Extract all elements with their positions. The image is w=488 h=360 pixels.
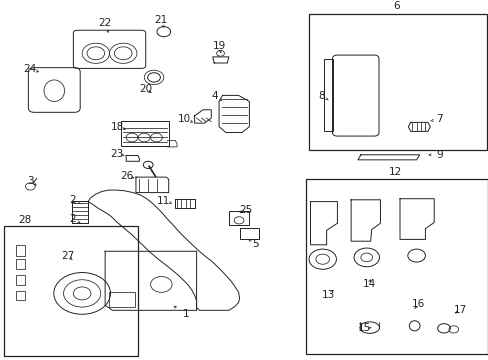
Bar (16, 259, 25, 269)
Text: 25: 25 (238, 204, 252, 215)
Bar (16, 275, 25, 285)
Bar (239, 228, 259, 239)
Text: 4: 4 (211, 91, 218, 102)
Bar (228, 211, 249, 225)
Bar (121, 121, 169, 146)
Text: 27: 27 (61, 251, 74, 261)
Text: 9: 9 (436, 150, 443, 160)
Text: 28: 28 (18, 215, 31, 225)
Bar (16, 291, 25, 300)
Text: 2: 2 (69, 214, 76, 224)
Text: 14: 14 (362, 279, 375, 289)
Bar (16, 245, 25, 256)
Text: 12: 12 (387, 167, 401, 177)
Text: 8: 8 (318, 91, 325, 102)
Bar (305, 179, 487, 354)
Bar (308, 14, 486, 150)
Text: 7: 7 (435, 114, 442, 124)
Text: 21: 21 (154, 15, 168, 25)
Text: 22: 22 (98, 18, 112, 28)
Text: 24: 24 (23, 64, 37, 74)
Bar (4, 226, 138, 356)
Text: 6: 6 (392, 1, 399, 12)
Text: 3: 3 (27, 176, 34, 186)
Text: 13: 13 (321, 290, 335, 300)
Text: 10: 10 (178, 114, 191, 124)
Text: 1: 1 (182, 309, 189, 319)
Text: 5: 5 (251, 239, 258, 249)
Text: 23: 23 (109, 149, 123, 159)
Bar (323, 59, 333, 131)
Text: 11: 11 (157, 196, 170, 206)
Text: 17: 17 (453, 305, 467, 315)
Text: 18: 18 (110, 122, 124, 132)
Text: 15: 15 (357, 323, 370, 333)
Text: 20: 20 (139, 84, 152, 94)
Bar (108, 292, 135, 307)
Text: 2: 2 (69, 195, 76, 205)
Text: 16: 16 (410, 299, 424, 309)
Text: 26: 26 (120, 171, 134, 181)
Text: 19: 19 (212, 41, 225, 51)
